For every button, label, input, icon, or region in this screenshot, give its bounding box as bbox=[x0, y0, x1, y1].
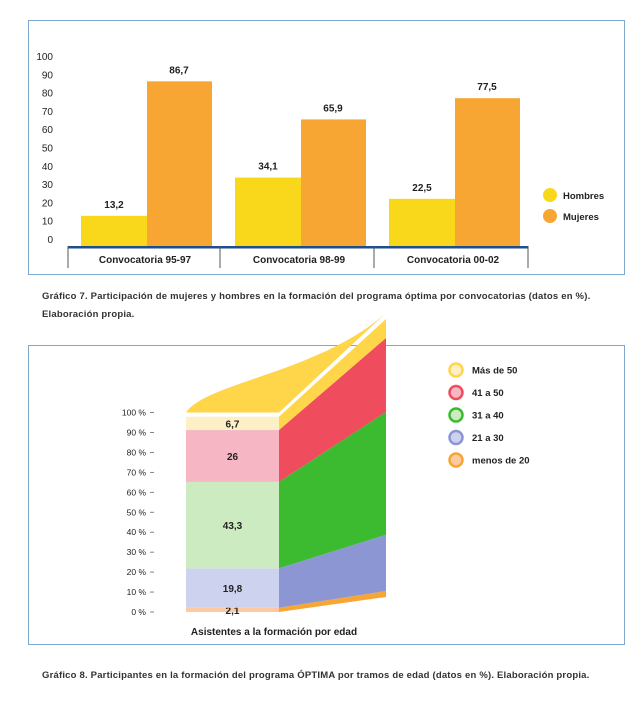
data-label-mujeres: 65,9 bbox=[323, 103, 343, 114]
side-face-más-de-50 bbox=[279, 318, 386, 431]
front-segment-más-de-50 bbox=[186, 416, 279, 431]
legend-label-menos-de-20: menos de 20 bbox=[472, 456, 530, 467]
legend-swatch-31-a-40 bbox=[448, 407, 464, 423]
y-tick-label: 100 bbox=[36, 52, 53, 63]
y-tick-label: 90 % bbox=[127, 427, 147, 437]
y-tick-label: 60 % bbox=[127, 487, 147, 497]
x-axis-band bbox=[68, 246, 528, 249]
y-tick-label: 90 bbox=[42, 70, 54, 81]
x-axis-label: Asistentes a la formación por edad bbox=[191, 627, 357, 638]
x-tick-label: Convocatoria 98-99 bbox=[253, 255, 346, 266]
y-tick-label: 10 % bbox=[127, 587, 147, 597]
bar-hombres bbox=[81, 215, 147, 247]
segment-value-label: 19,8 bbox=[223, 584, 243, 595]
y-tick-label: 70 bbox=[42, 107, 54, 118]
legend-label-41-a-50: 41 a 50 bbox=[472, 388, 504, 399]
segment-value-label: 6,7 bbox=[226, 419, 240, 430]
bar-mujeres bbox=[455, 98, 520, 247]
side-face-21-a-30 bbox=[279, 534, 386, 608]
bar-hombres bbox=[389, 198, 455, 247]
y-tick-label: 30 % bbox=[127, 547, 147, 557]
front-segment-menos-de-20 bbox=[186, 607, 279, 612]
y-tick-label: 10 bbox=[42, 217, 54, 228]
front-segment-31-a-40 bbox=[186, 481, 279, 569]
chart-caption-7: Gráfico 7. Participación de mujeres y ho… bbox=[42, 291, 591, 320]
data-label-mujeres: 77,5 bbox=[477, 82, 497, 93]
top-face bbox=[186, 313, 386, 413]
legend-label-21-a-30: 21 a 30 bbox=[472, 433, 504, 444]
y-tick-label: 20 % bbox=[127, 567, 147, 577]
bar-chart-panel: 0 10 20 30 40 50 60 70 80 90 100 13,2 86,7 34,1 65,9 22… bbox=[28, 20, 625, 275]
y-tick-label: 70 % bbox=[127, 467, 147, 477]
chart-caption-8: Gráfico 8. Participantes en la formación… bbox=[42, 670, 590, 681]
legend-label-más-de-50: Más de 50 bbox=[472, 366, 517, 377]
legend-label-mujeres: Mujeres bbox=[563, 212, 599, 223]
stacked-3d-chart: 0 % 10 % 20 % 30 % 40 % 50 % 60 % 70 % 80 % 90 % 1… bbox=[122, 313, 530, 638]
bar-hombres bbox=[235, 177, 301, 247]
data-label-hombres: 13,2 bbox=[104, 200, 124, 211]
y-tick-label: 40 bbox=[42, 162, 54, 173]
legend-swatch-menos-de-20 bbox=[448, 452, 464, 468]
bar-chart: 0 10 20 30 40 50 60 70 80 90 100 13,2 86,7 34,1 65,9 22… bbox=[36, 52, 604, 268]
segment-value-label: 43,3 bbox=[223, 521, 243, 532]
y-tick-label: 20 bbox=[42, 198, 54, 209]
y-tick-label: 0 % bbox=[131, 607, 146, 617]
y-tick-label: 80 bbox=[42, 89, 54, 100]
y-tick-label: 50 bbox=[42, 144, 54, 155]
y-tick-label: 30 bbox=[42, 180, 54, 191]
legend-swatch-más-de-50 bbox=[448, 362, 464, 378]
data-label-hombres: 34,1 bbox=[258, 162, 278, 173]
segment-value-label: 26 bbox=[227, 452, 239, 463]
legend-swatch-41-a-50 bbox=[448, 384, 464, 401]
legend-label-31-a-40: 31 a 40 bbox=[472, 411, 504, 422]
legend-swatch-hombres bbox=[543, 188, 557, 202]
x-tick-label: Convocatoria 95-97 bbox=[99, 255, 192, 266]
data-label-hombres: 22,5 bbox=[412, 183, 432, 194]
legend-swatch-21-a-30 bbox=[448, 429, 464, 446]
x-tick-label: Convocatoria 00-02 bbox=[407, 255, 500, 266]
y-tick-label: 80 % bbox=[127, 447, 147, 457]
y-tick-label: 60 bbox=[42, 125, 54, 136]
front-segment-41-a-50 bbox=[186, 430, 279, 482]
y-tick-label: 100 % bbox=[122, 408, 147, 418]
segment-value-label: 2,1 bbox=[226, 606, 240, 617]
legend-label-hombres: Hombres bbox=[563, 191, 604, 202]
y-tick-label: 0 bbox=[47, 235, 53, 246]
bar-mujeres bbox=[301, 119, 366, 247]
front-segment-21-a-30 bbox=[186, 568, 279, 608]
bar-mujeres bbox=[147, 81, 212, 247]
side-face-41-a-50 bbox=[279, 337, 386, 482]
stacked-3d-chart-panel: 0 % 10 % 20 % 30 % 40 % 50 % 60 % 70 % 80 % 90 % 1… bbox=[28, 313, 625, 645]
legend-swatch-mujeres bbox=[543, 209, 557, 223]
y-tick-label: 50 % bbox=[127, 507, 147, 517]
y-tick-label: 40 % bbox=[127, 527, 147, 537]
side-face-31-a-40 bbox=[279, 411, 386, 569]
data-label-mujeres: 86,7 bbox=[169, 65, 189, 76]
side-face-menos-de-20 bbox=[279, 591, 386, 612]
